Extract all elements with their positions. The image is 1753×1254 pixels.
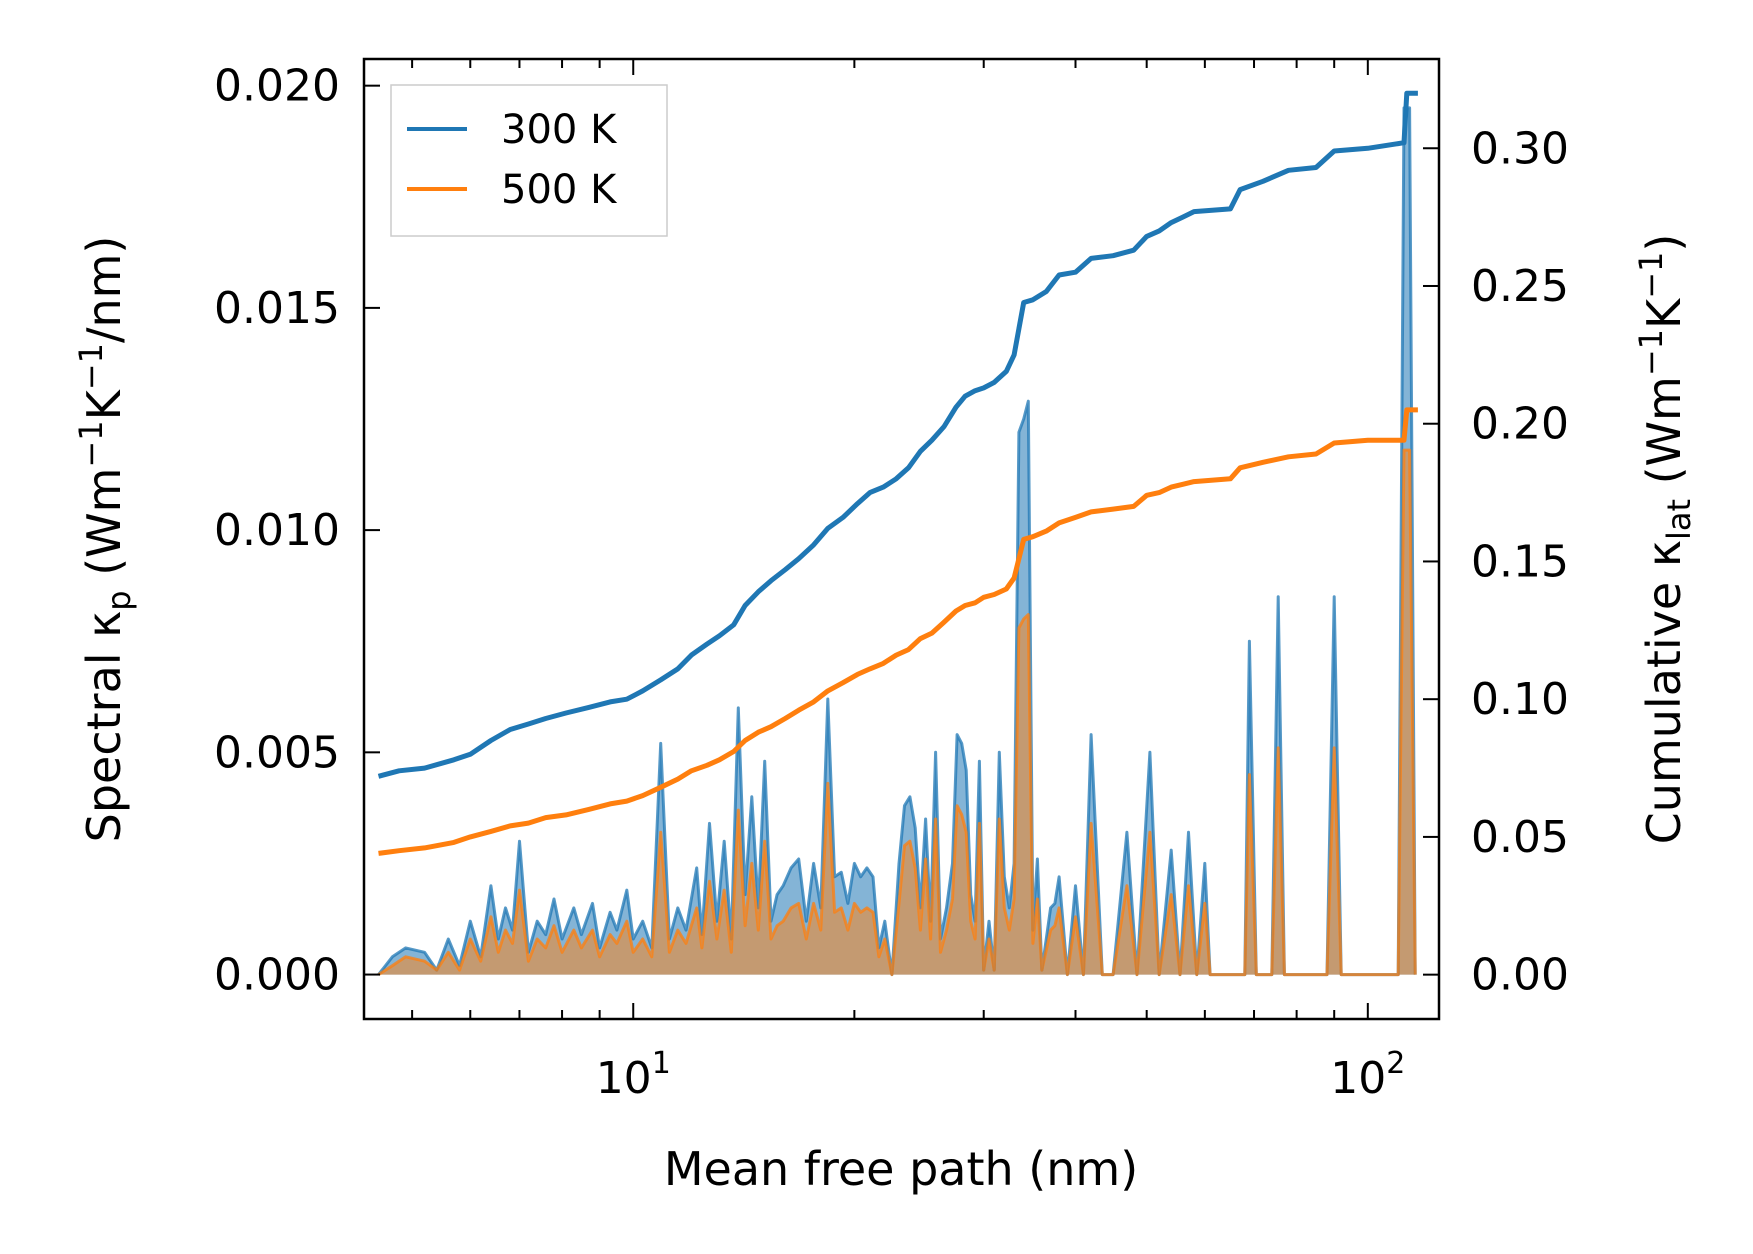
axis-tick-labels: 101 102 0.000 0.005 0.010 0.015 0.020 0.00 0.05 0… (214, 61, 1569, 1104)
series-lines (377, 90, 1418, 977)
y-left-tick-label: 0.010 (214, 505, 340, 556)
x-axis-title: Mean free path (nm) (664, 1142, 1138, 1196)
line-300k-cumulative (377, 90, 1418, 779)
y-left-axis-title: Spectral κp (Wm−1K−1/nm) (72, 236, 138, 843)
y-right-tick-label: 0.20 (1471, 399, 1569, 450)
legend-label-500k: 500 K (501, 167, 618, 213)
line-500k-cumulative (378, 407, 1418, 856)
y-left-tick-label: 0.005 (214, 727, 340, 778)
y-left-tick-label: 0.020 (214, 61, 340, 112)
y-right-tick-label: 0.10 (1471, 674, 1569, 725)
line-500k-spectral (377, 448, 1417, 977)
plot-frame (362, 57, 1441, 1021)
y-left-tick-label: 0.015 (214, 283, 340, 334)
spectral-fills (378, 107, 1416, 975)
legend-box (390, 84, 668, 237)
plot-area (377, 90, 1418, 977)
y-right-axis-title: Cumulative κlat (Wm−1K−1) (1632, 234, 1698, 845)
y-right-tick-label: 0.05 (1471, 812, 1569, 863)
y-right-tick-label: 0.25 (1471, 261, 1569, 312)
y-right-tick-label: 0.30 (1471, 123, 1569, 174)
line-300k-spectral (377, 106, 1417, 977)
x-tick-label: 101 (596, 1046, 671, 1104)
legend: 300 K 500 K (390, 84, 668, 237)
y-right-tick-label: 0.00 (1471, 950, 1569, 1001)
y-right-tick-label: 0.15 (1471, 536, 1569, 587)
fill-300k-spectral (378, 107, 1416, 975)
legend-label-300k: 300 K (501, 107, 618, 153)
x-tick-label: 102 (1330, 1046, 1405, 1104)
y-left-tick-label: 0.000 (214, 950, 340, 1001)
axis-ticks (364, 59, 1439, 1019)
